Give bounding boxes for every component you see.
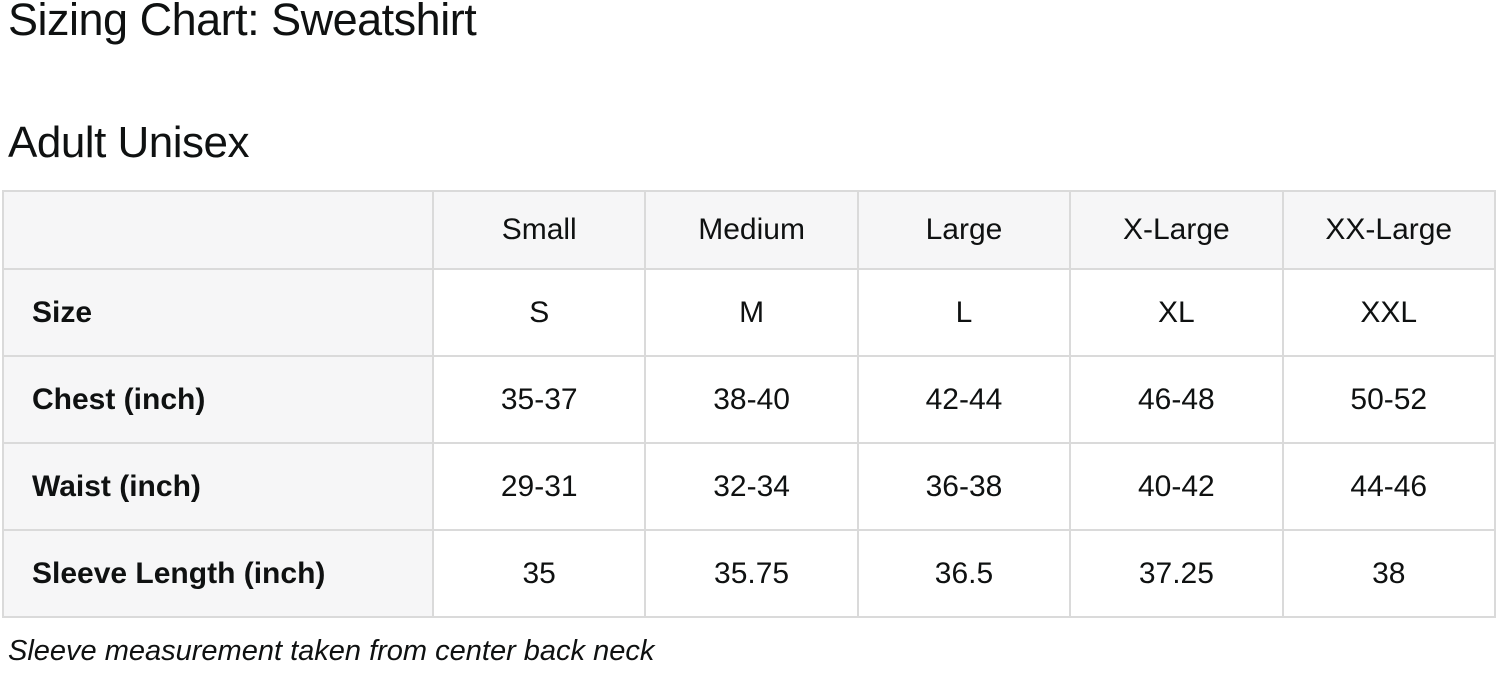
table-cell: 35-37 — [431, 355, 647, 444]
row-label-chest: Chest (inch) — [2, 355, 434, 444]
row-label-sleeve-length: Sleeve Length (inch) — [2, 529, 434, 618]
table-cell: 29-31 — [431, 442, 647, 531]
table-corner-cell — [2, 190, 434, 270]
table-row-sleeve-length: Sleeve Length (inch) 35 35.75 36.5 37.25… — [2, 529, 1496, 618]
table-row-waist: Waist (inch) 29-31 32-34 36-38 40-42 44-… — [2, 442, 1496, 531]
column-header-large: Large — [856, 190, 1072, 270]
table-cell: 35 — [431, 529, 647, 618]
table-row-chest: Chest (inch) 35-37 38-40 42-44 46-48 50-… — [2, 355, 1496, 444]
table-cell: 32-34 — [644, 442, 859, 531]
table-cell: XXL — [1281, 268, 1496, 357]
table-cell: S — [431, 268, 647, 357]
table-cell: 40-42 — [1069, 442, 1284, 531]
table-cell: 35.75 — [644, 529, 859, 618]
table-cell: 50-52 — [1281, 355, 1496, 444]
table-row-size: Size S M L XL XXL — [2, 268, 1496, 357]
table-header-row: Small Medium Large X-Large XX-Large — [2, 190, 1496, 270]
table-cell: 42-44 — [856, 355, 1072, 444]
column-header-medium: Medium — [644, 190, 859, 270]
table-cell: XL — [1069, 268, 1284, 357]
table-cell: L — [856, 268, 1072, 357]
table-cell: M — [644, 268, 859, 357]
table-cell: 36.5 — [856, 529, 1072, 618]
column-header-x-large: X-Large — [1069, 190, 1284, 270]
sizing-table: Small Medium Large X-Large XX-Large Size… — [2, 190, 1496, 618]
row-label-size: Size — [2, 268, 434, 357]
column-header-xx-large: XX-Large — [1281, 190, 1496, 270]
table-cell: 38-40 — [644, 355, 859, 444]
table-cell: 36-38 — [856, 442, 1072, 531]
table-cell: 44-46 — [1281, 442, 1496, 531]
sleeve-measurement-footnote: Sleeve measurement taken from center bac… — [8, 635, 655, 667]
table-cell: 37.25 — [1069, 529, 1284, 618]
table-cell: 46-48 — [1069, 355, 1284, 444]
table-cell: 38 — [1281, 529, 1496, 618]
section-title: Adult Unisex — [8, 118, 250, 167]
row-label-waist: Waist (inch) — [2, 442, 434, 531]
page-title: Sizing Chart: Sweatshirt — [8, 0, 477, 45]
column-header-small: Small — [431, 190, 647, 270]
